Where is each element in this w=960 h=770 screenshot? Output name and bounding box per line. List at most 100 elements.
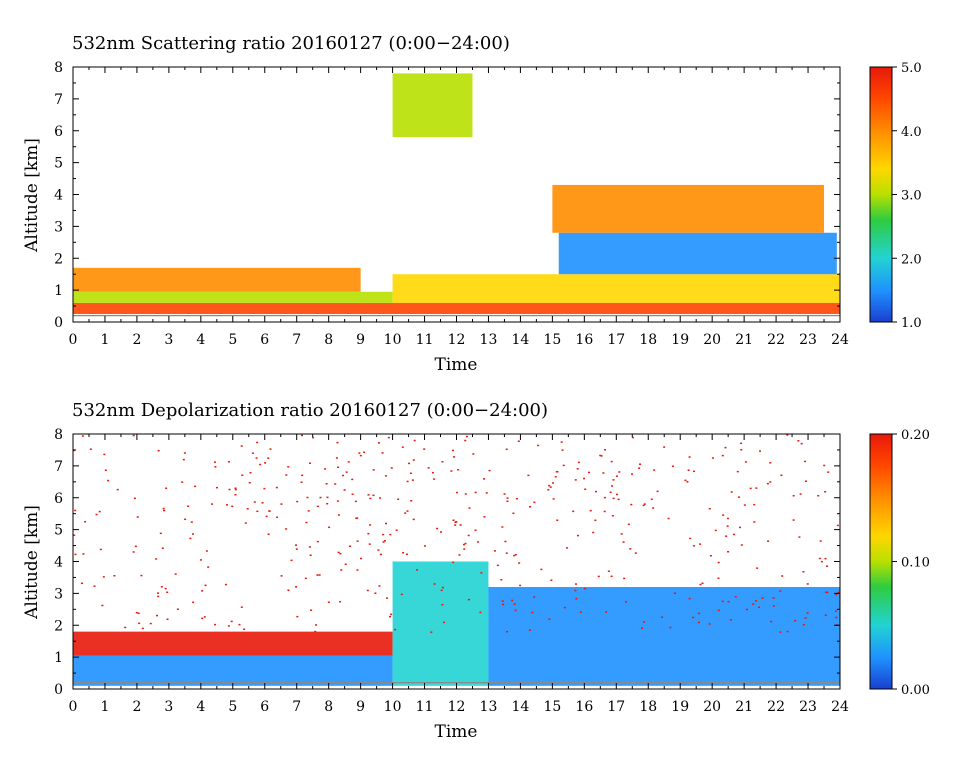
colorbar-tick-label: 5.0 [901, 61, 922, 76]
noise-speck [583, 477, 586, 480]
noise-speck [611, 515, 614, 517]
noise-speck [149, 622, 152, 625]
x-tick-label: 4 [196, 699, 205, 715]
noise-speck [500, 579, 503, 581]
noise-speck [363, 451, 366, 454]
noise-speck [431, 471, 434, 474]
colorbar-tick-label: 0.00 [901, 683, 930, 698]
noise-speck [483, 516, 486, 518]
x-tick-label: 18 [639, 699, 657, 715]
noise-speck [464, 439, 467, 442]
noise-speck [402, 552, 405, 554]
noise-speck [607, 570, 610, 572]
noise-speck [253, 501, 256, 503]
noise-speck [369, 524, 372, 526]
data-layer [73, 655, 393, 686]
noise-speck [818, 557, 821, 560]
noise-speck [527, 474, 530, 477]
noise-speck [642, 621, 645, 623]
noise-speck [804, 617, 807, 619]
noise-speck [308, 546, 311, 548]
x-tick-label: 24 [831, 699, 849, 715]
noise-speck [781, 575, 784, 577]
colorbar-tick-label: 4.0 [901, 125, 922, 140]
y-tick-label: 7 [54, 459, 63, 475]
noise-speck [599, 454, 602, 457]
noise-speck [452, 519, 455, 521]
noise-speck [166, 618, 169, 621]
heatmap-scattering [73, 73, 840, 317]
noise-speck [772, 597, 775, 599]
noise-speck [318, 574, 321, 576]
noise-speck [611, 485, 614, 487]
y-axis-label: Altitude [km] [22, 138, 42, 253]
noise-speck [103, 453, 106, 456]
noise-speck [669, 626, 672, 629]
noise-speck [503, 493, 506, 495]
x-tick-label: 8 [324, 332, 333, 348]
x-tick-label: 1 [100, 332, 109, 348]
noise-speck [194, 485, 197, 488]
noise-speck [477, 541, 480, 543]
noise-speck [661, 616, 664, 618]
noise-speck [155, 558, 158, 560]
noise-speck [187, 505, 190, 508]
x-tick-label: 22 [767, 332, 785, 348]
noise-speck [234, 488, 237, 491]
noise-speck [501, 526, 504, 528]
noise-speck [528, 506, 531, 508]
noise-speck [786, 630, 789, 633]
noise-speck [234, 487, 237, 489]
noise-speck [531, 611, 534, 614]
noise-speck [798, 536, 801, 538]
noise-speck [740, 442, 743, 445]
noise-speck [324, 468, 327, 470]
noise-speck [410, 499, 413, 502]
noise-speck [207, 566, 210, 568]
noise-speck [721, 600, 724, 603]
noise-speck [552, 498, 555, 500]
noise-speck [826, 591, 829, 594]
noise-speck [722, 514, 725, 516]
noise-speck [548, 618, 551, 620]
noise-speck [316, 505, 319, 508]
noise-speck [574, 583, 577, 585]
noise-speck [800, 442, 803, 445]
noise-speck [604, 449, 607, 451]
noise-speck [717, 561, 720, 564]
noise-speck [753, 503, 756, 506]
noise-speck [761, 597, 764, 599]
noise-speck [214, 466, 217, 468]
x-tick-label: 10 [384, 699, 402, 715]
noise-speck [610, 460, 613, 463]
noise-speck [794, 619, 797, 622]
x-tick-label: 10 [384, 332, 402, 348]
noise-speck [136, 516, 139, 518]
noise-speck [639, 463, 642, 465]
x-tick-label: 16 [575, 699, 593, 715]
noise-speck [739, 526, 742, 529]
y-tick-label: 5 [54, 523, 63, 539]
noise-speck [752, 603, 755, 605]
noise-speck [620, 533, 623, 535]
noise-speck [743, 504, 746, 506]
noise-speck [797, 440, 800, 442]
noise-speck [641, 627, 644, 629]
x-tick-label: 16 [575, 332, 593, 348]
noise-speck [354, 500, 357, 503]
noise-speck [441, 586, 444, 589]
y-tick-label: 4 [54, 188, 63, 204]
noise-speck [379, 553, 382, 556]
noise-speck [730, 491, 733, 493]
noise-speck [631, 436, 634, 439]
noise-speck [347, 461, 350, 463]
noise-speck [101, 604, 104, 607]
noise-speck [240, 606, 243, 608]
noise-speck [799, 493, 802, 495]
noise-speck [295, 548, 298, 550]
noise-speck [537, 444, 540, 447]
noise-speck [556, 519, 559, 521]
noise-speck [334, 483, 337, 485]
noise-speck [673, 592, 676, 595]
